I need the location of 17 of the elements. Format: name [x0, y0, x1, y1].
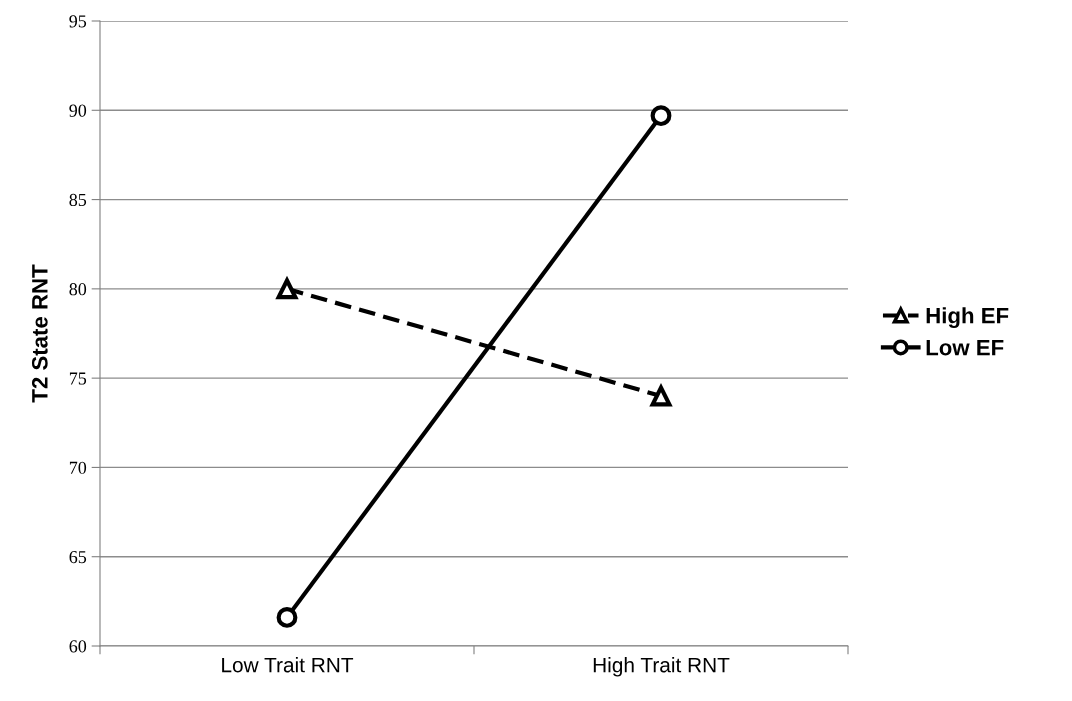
point — [649, 383, 673, 407]
y-tick-label: 80 — [69, 283, 87, 296]
y-tick-label: 60 — [69, 640, 87, 653]
x-tick-label: Low Trait RNT — [222, 657, 354, 673]
y-tick-label: 95 — [69, 15, 87, 28]
legend-label: Low EF — [926, 339, 1004, 356]
point — [276, 607, 298, 628]
y-tick-label: 75 — [69, 372, 87, 385]
point — [650, 105, 672, 127]
point — [276, 278, 298, 300]
y-axis-title: T2 State RNT — [31, 264, 48, 403]
legend-label: High EF — [926, 307, 1009, 328]
y-tick-label: 85 — [69, 193, 87, 207]
y-tick-label: 70 — [69, 461, 87, 474]
y-tick-label: 90 — [69, 104, 87, 117]
x-tick-label: High Trait RNT — [593, 657, 730, 677]
y-tick-label: 65 — [69, 551, 87, 564]
